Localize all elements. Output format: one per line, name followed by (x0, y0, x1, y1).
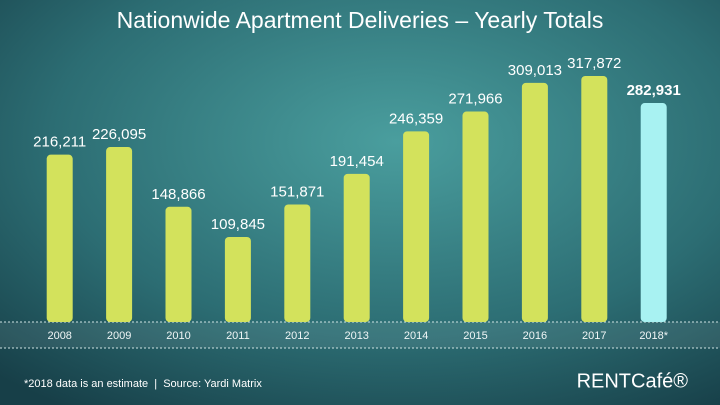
x-tick-label: 2012 (285, 330, 309, 342)
value-label: 226,095 (92, 126, 146, 143)
bar (521, 82, 548, 322)
x-tick-label: 2015 (463, 330, 487, 342)
axis-band (0, 322, 720, 348)
bar (640, 103, 667, 323)
x-tick-label: 2014 (404, 330, 428, 342)
x-tick-label: 2010 (166, 330, 190, 342)
value-label: 216,211 (33, 134, 86, 151)
value-label: 317,872 (567, 55, 621, 72)
bar (403, 131, 430, 322)
value-label: 309,013 (508, 62, 562, 79)
x-tick-label: 2018* (639, 330, 668, 342)
bar (343, 173, 370, 322)
bar (462, 111, 489, 322)
bar (106, 147, 133, 322)
bar (224, 236, 251, 322)
value-label: 151,871 (270, 183, 324, 200)
bar (284, 204, 311, 322)
x-tick-label: 2013 (344, 330, 368, 342)
logo: RENTCafé® (577, 370, 689, 392)
bar (165, 206, 192, 322)
value-label: 282,931 (627, 82, 681, 99)
value-label: 191,454 (330, 153, 384, 170)
x-tick-label: 2009 (107, 330, 131, 342)
footnote: *2018 data is an estimate | Source: Yard… (24, 378, 262, 390)
x-tick-label: 2016 (523, 330, 547, 342)
value-label: 148,866 (151, 186, 205, 203)
value-label: 109,845 (211, 216, 265, 233)
bar (46, 154, 73, 322)
x-tick-label: 2011 (226, 330, 250, 342)
value-label: 246,359 (389, 110, 443, 127)
x-tick-label: 2008 (47, 330, 71, 342)
x-tick-label: 2017 (582, 330, 606, 342)
bar (581, 76, 608, 322)
value-label: 271,966 (448, 90, 502, 107)
chart-title: Nationwide Apartment Deliveries – Yearly… (117, 7, 604, 33)
